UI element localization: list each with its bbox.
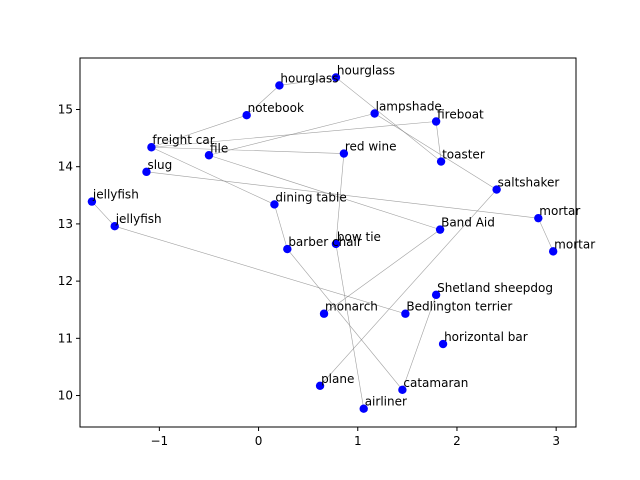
edge-line [208, 154, 441, 230]
edge-line [208, 113, 375, 156]
point-label: notebook [248, 101, 304, 115]
data-point [431, 290, 441, 300]
edge-line [151, 146, 275, 205]
point-label: bow tie [337, 230, 381, 244]
edge-line [114, 225, 406, 315]
data-point [204, 151, 214, 160]
point-label: slug [147, 158, 172, 172]
y-tick-label: 10 [58, 389, 73, 403]
edge-line [91, 201, 115, 227]
y-tick-label: 11 [58, 331, 73, 345]
data-point [370, 109, 379, 118]
edge-line [246, 85, 280, 116]
y-tick-label: 14 [58, 160, 73, 174]
edge-line [151, 146, 344, 154]
data-point [436, 157, 446, 166]
data-point [331, 239, 341, 249]
edge-line [402, 294, 437, 390]
data-point [147, 143, 156, 152]
point-label: monarch [325, 300, 378, 314]
edge-line [151, 114, 247, 148]
data-point [359, 404, 368, 413]
point-label: catamaran [403, 376, 468, 390]
point-label: freight car [152, 133, 214, 147]
x-tick-label: −1 [151, 434, 169, 448]
edge-line [335, 77, 442, 162]
x-axis: −1 0 1 2 3 [151, 427, 560, 448]
point-label: file [210, 141, 228, 155]
edge-line [335, 153, 345, 244]
edge-line [435, 121, 442, 162]
data-point [270, 200, 279, 209]
edge-line [323, 229, 441, 314]
data-point [438, 339, 448, 349]
point-layer [87, 73, 558, 413]
x-tick-label: 3 [552, 434, 560, 448]
data-point [110, 221, 119, 231]
data-point [283, 244, 292, 254]
edge-line [279, 77, 336, 86]
point-label: mortar [539, 204, 580, 218]
point-label: saltshaker [498, 176, 560, 190]
point-label: jellyfish [92, 188, 139, 202]
point-label: mortar [554, 237, 595, 251]
point-label: toaster [442, 148, 485, 162]
data-point [534, 213, 543, 223]
data-point [401, 309, 410, 318]
data-point [431, 117, 441, 126]
y-tick-label: 12 [58, 274, 73, 288]
x-tick-label: 2 [453, 434, 461, 448]
edge-line [374, 113, 497, 190]
data-point [339, 149, 349, 158]
point-label: Bedlington terrier [406, 300, 512, 314]
data-point [315, 381, 325, 391]
point-label: horizontal bar [444, 330, 528, 344]
point-label: barber chair [288, 235, 362, 249]
data-point [548, 247, 558, 256]
edge-layer [91, 77, 554, 409]
edge-line [146, 171, 539, 219]
point-label: fireboat [437, 108, 484, 122]
data-point [398, 385, 407, 395]
point-label: jellyfish [115, 212, 162, 226]
point-label: Band Aid [441, 216, 495, 230]
point-label: dining table [275, 190, 346, 204]
edge-line [335, 243, 365, 409]
y-tick-label: 15 [58, 102, 73, 116]
edge-line [319, 189, 497, 387]
data-point [492, 185, 501, 194]
data-point [275, 81, 284, 90]
edge-line [151, 121, 437, 148]
data-point [435, 225, 445, 234]
point-label: red wine [345, 140, 397, 154]
edge-line [274, 204, 288, 250]
point-label: hourglass [280, 71, 338, 85]
data-point [331, 73, 341, 82]
plot-area-frame [79, 57, 577, 428]
x-tick-label: 0 [255, 434, 263, 448]
edge-line [538, 218, 554, 252]
point-label: plane [321, 372, 354, 386]
data-point [242, 111, 251, 120]
data-point [142, 167, 151, 177]
point-label: airliner [365, 395, 407, 409]
edge-line [287, 248, 403, 391]
x-tick-label: 1 [354, 434, 362, 448]
y-tick-label: 13 [58, 217, 73, 231]
data-point [319, 309, 329, 318]
point-label: Shetland sheepdog [437, 281, 553, 295]
point-label: lampshade [376, 99, 442, 113]
point-label: hourglass [337, 63, 395, 77]
data-point [87, 197, 97, 206]
y-axis: 10 11 12 13 14 15 [58, 102, 80, 403]
